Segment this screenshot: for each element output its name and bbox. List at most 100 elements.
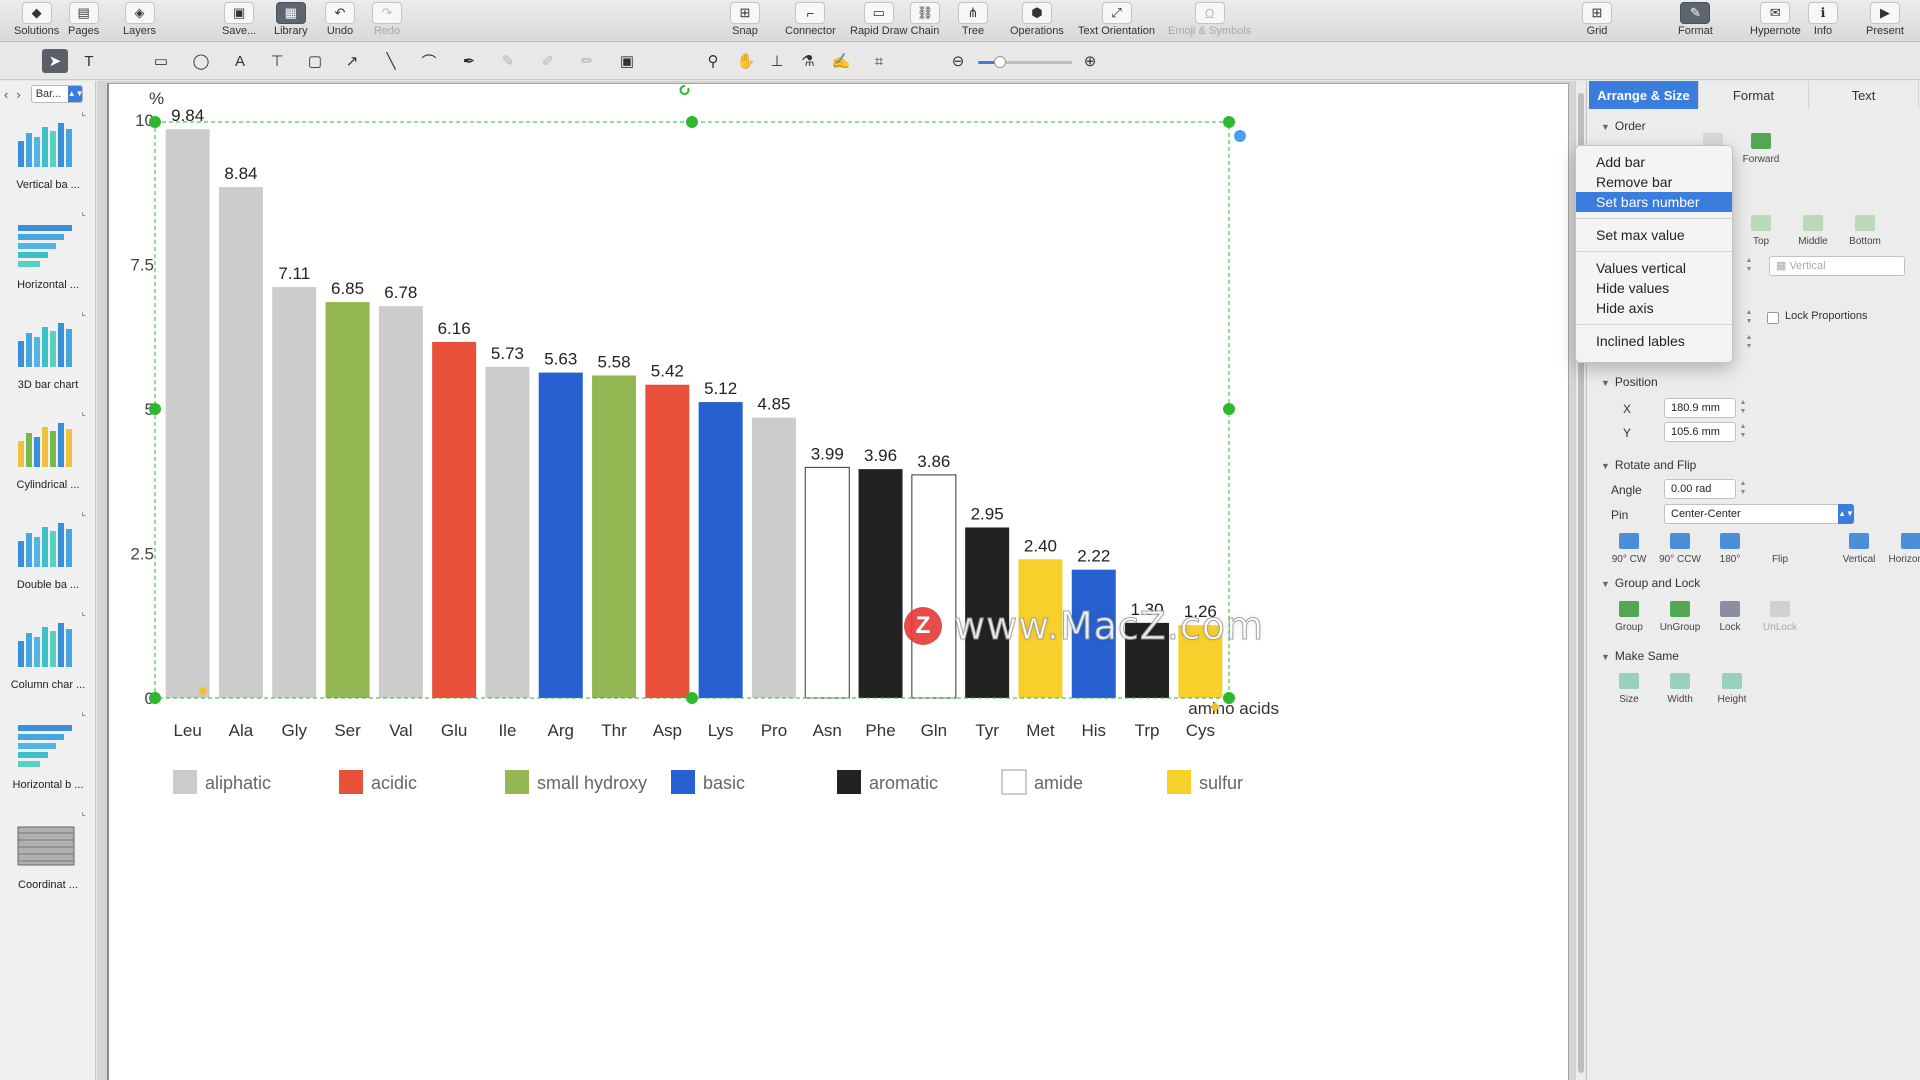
bar-val[interactable] (378, 306, 423, 698)
select-tool-icon[interactable]: ➤ (42, 49, 68, 73)
connector-button[interactable]: ⌐ Connector (785, 2, 836, 40)
bar-tyr[interactable] (965, 527, 1010, 698)
text-orientation-button[interactable]: ⤢ Text Orientation (1078, 2, 1155, 40)
resize-handle-top-left[interactable] (149, 116, 161, 128)
resize-handle-middle-left[interactable] (149, 403, 161, 415)
bar-asn[interactable] (804, 466, 850, 699)
group-button[interactable]: Group (1601, 601, 1657, 633)
library-item-column[interactable]: ⌞ Column char ... (0, 607, 96, 707)
back-arrow-icon[interactable]: ‹ (4, 86, 9, 102)
expand-corner-icon[interactable]: ⌞ (81, 307, 86, 318)
y-stepper-icon[interactable]: ▲ ▼ (1739, 423, 1747, 439)
bar-ile[interactable] (485, 366, 530, 698)
zoom-out-icon[interactable]: ⊖ (951, 53, 965, 70)
operations-button[interactable]: ⬢ Operations (1010, 2, 1064, 40)
bar-arg[interactable] (538, 372, 583, 698)
action-handle[interactable] (1232, 128, 1248, 144)
tab-format[interactable]: Format (1699, 81, 1809, 109)
order-section-title[interactable]: Order (1601, 119, 1646, 133)
bezier-tool-icon[interactable]: ✒ (462, 53, 476, 70)
expand-corner-icon[interactable]: ⌞ (81, 707, 86, 718)
tab-text[interactable]: Text (1809, 81, 1919, 109)
make-same-section-title[interactable]: Make Same (1601, 649, 1679, 663)
rotate-handle-icon[interactable] (679, 85, 690, 95)
180-button[interactable]: 180° (1702, 533, 1758, 565)
90-ccw-button[interactable]: 90° CCW (1652, 533, 1708, 565)
bar-phe[interactable] (858, 469, 903, 698)
resize-handle-top-center[interactable] (686, 116, 698, 128)
bar-his[interactable] (1071, 569, 1116, 698)
align-top-button[interactable]: Top (1733, 215, 1789, 247)
angle-field[interactable]: 0.00 rad (1664, 479, 1736, 499)
drawing-page[interactable]: %02.557.5109.84Leu8.84Ala7.11Gly6.85Ser6… (107, 83, 1569, 1080)
format-button[interactable]: ✎ Format (1678, 2, 1713, 40)
library-item-cylindrical[interactable]: ⌞ Cylindrical ... (0, 407, 96, 507)
arrow-line-tool-icon[interactable]: ↗ (345, 53, 359, 70)
align-bottom-button[interactable]: Bottom (1837, 215, 1893, 247)
menu-item-remove-bar[interactable]: Remove bar (1596, 174, 1673, 190)
menu-item-hide-values[interactable]: Hide values (1596, 280, 1670, 296)
snap-button[interactable]: ⊞ Snap (730, 2, 760, 40)
vertical-scrollbar[interactable] (1575, 81, 1585, 1080)
lock-proportions-checkbox[interactable] (1767, 312, 1779, 324)
present-button[interactable]: ▶ Present (1866, 2, 1904, 40)
format-painter-icon[interactable]: ✍ (831, 53, 851, 70)
bar-leu[interactable] (165, 129, 210, 699)
stepper-icon[interactable]: ▲ ▼ (1745, 257, 1753, 273)
bar-glu[interactable] (432, 341, 477, 698)
bar-thr[interactable] (592, 375, 637, 698)
menu-item-values-vertical[interactable]: Values vertical (1596, 260, 1687, 276)
menu-item-add-bar[interactable]: Add bar (1596, 154, 1646, 170)
rotate-section-title[interactable]: Rotate and Flip (1601, 458, 1696, 472)
menu-item-hide-axis[interactable]: Hide axis (1596, 300, 1654, 316)
rectangle-tool-icon[interactable]: ▭ (153, 53, 169, 70)
position-section-title[interactable]: Position (1601, 375, 1658, 389)
resize-handle-bottom-left[interactable] (149, 692, 161, 704)
pin-select[interactable]: Center-Center ▲▼ (1664, 504, 1854, 524)
bar-gly[interactable] (272, 287, 317, 698)
library-item-coordinate[interactable]: ⌞ Coordinat ... (0, 807, 96, 907)
menu-item-set-max-value[interactable]: Set max value (1596, 227, 1685, 243)
library-item-vertical[interactable]: ⌞ Vertical ba ... (0, 107, 96, 207)
expand-corner-icon[interactable]: ⌞ (81, 407, 86, 418)
library-item-double[interactable]: ⌞ Double ba ... (0, 507, 96, 607)
resize-handle-middle-right[interactable] (1223, 403, 1235, 415)
chain-button[interactable]: ⛓ Chain (910, 2, 940, 40)
zoom-slider-knob[interactable] (994, 56, 1006, 68)
library-item-3d[interactable]: ⌞ 3D bar chart (0, 307, 96, 407)
flip-button[interactable]: Flip (1752, 533, 1808, 565)
expand-corner-icon[interactable]: ⌞ (81, 807, 86, 818)
ungroup-button[interactable]: UnGroup (1652, 601, 1708, 633)
x-stepper-icon[interactable]: ▲ ▼ (1739, 399, 1747, 415)
forward-button[interactable]: Forward (1733, 133, 1789, 165)
line-tool-icon[interactable]: ╲ (386, 53, 396, 70)
layers-button[interactable]: ◈ Layers (123, 2, 156, 40)
solutions-button[interactable]: ◆ Solutions (14, 2, 59, 40)
hypernote-button[interactable]: ✉ Hypernote (1750, 2, 1801, 40)
align-middle-button[interactable]: Middle (1785, 215, 1841, 247)
menu-item-set-bars-number[interactable]: Set bars number (1576, 192, 1732, 212)
resize-handle-bottom-right[interactable] (1223, 692, 1235, 704)
bar-pro[interactable] (751, 417, 796, 698)
tab-arrange-size[interactable]: Arrange & Size (1589, 81, 1699, 109)
bar-asp[interactable] (645, 384, 690, 698)
height-stepper-icon[interactable]: ▲ ▼ (1745, 334, 1753, 350)
y-position-field[interactable]: 105.6 mm (1664, 422, 1736, 442)
expand-corner-icon[interactable]: ⌞ (81, 107, 86, 118)
library-selector[interactable]: Bar... ▲▼ (30, 85, 84, 103)
resize-handle-bottom-center[interactable] (686, 692, 698, 704)
info-button[interactable]: ℹ Info (1808, 2, 1838, 40)
width-stepper-icon[interactable]: ▲ ▼ (1745, 309, 1753, 325)
expand-corner-icon[interactable]: ⌞ (81, 607, 86, 618)
menu-item-inclined-lables[interactable]: Inclined lables (1596, 333, 1685, 349)
resize-handle-top-right[interactable] (1223, 116, 1235, 128)
crop-icon[interactable]: ⌗ (874, 52, 884, 70)
scrollbar-thumb[interactable] (1578, 93, 1584, 1073)
vertical-button[interactable]: Vertical (1831, 533, 1887, 565)
horizontal-button[interactable]: Horizontal (1883, 533, 1920, 565)
insert-image-icon[interactable]: ▣ (619, 53, 635, 70)
arc-tool-icon[interactable]: ⌒ (421, 53, 437, 71)
bar-met[interactable] (1018, 559, 1063, 698)
group-lock-section-title[interactable]: Group and Lock (1601, 576, 1700, 590)
undo-button[interactable]: ↶ Undo (325, 2, 355, 40)
